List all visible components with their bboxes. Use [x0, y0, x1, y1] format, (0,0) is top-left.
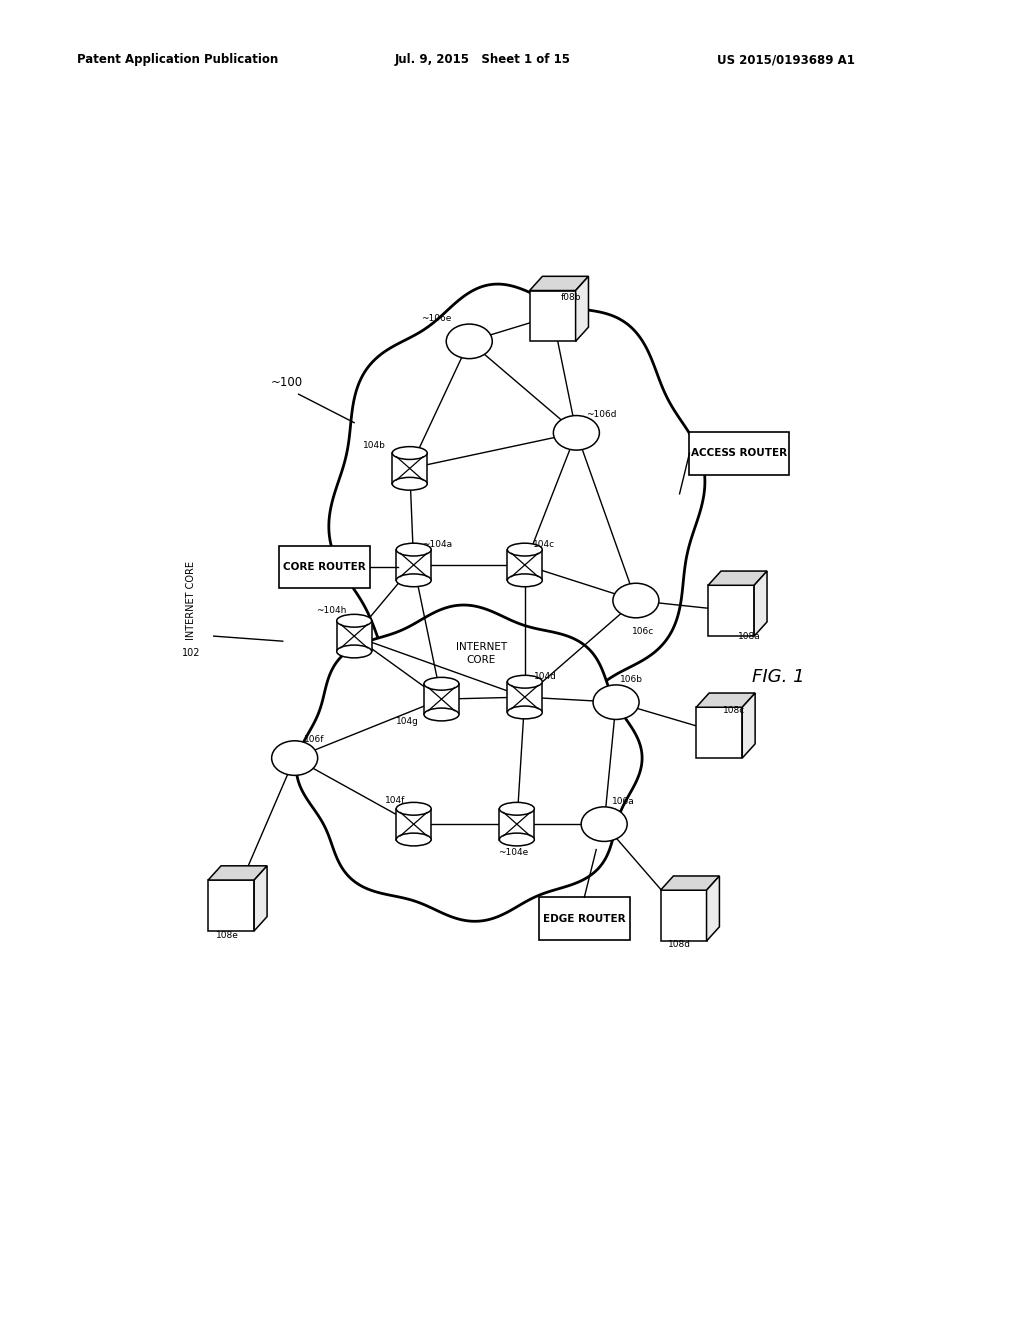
- Polygon shape: [575, 276, 589, 342]
- FancyBboxPatch shape: [507, 549, 543, 581]
- Text: 102: 102: [182, 648, 201, 659]
- Text: 104f: 104f: [385, 796, 406, 805]
- Polygon shape: [696, 693, 755, 708]
- Ellipse shape: [396, 574, 431, 586]
- Polygon shape: [660, 876, 720, 890]
- Ellipse shape: [392, 446, 427, 459]
- Ellipse shape: [613, 583, 658, 618]
- Text: ~100: ~100: [270, 375, 303, 388]
- Text: INTERNET
CORE: INTERNET CORE: [456, 642, 507, 665]
- Ellipse shape: [396, 544, 431, 556]
- FancyBboxPatch shape: [696, 708, 742, 758]
- FancyBboxPatch shape: [396, 549, 431, 581]
- Text: 104c: 104c: [532, 540, 555, 549]
- FancyBboxPatch shape: [392, 453, 427, 483]
- Text: 108a: 108a: [737, 631, 760, 640]
- FancyBboxPatch shape: [500, 809, 535, 840]
- FancyBboxPatch shape: [507, 681, 543, 713]
- Text: 108c: 108c: [723, 706, 745, 715]
- Polygon shape: [208, 866, 267, 880]
- Text: 106f: 106f: [304, 735, 325, 744]
- Ellipse shape: [424, 708, 459, 721]
- FancyBboxPatch shape: [208, 880, 254, 931]
- Text: US 2015/0193689 A1: US 2015/0193689 A1: [717, 53, 855, 66]
- Text: Patent Application Publication: Patent Application Publication: [77, 53, 279, 66]
- Text: Jul. 9, 2015   Sheet 1 of 15: Jul. 9, 2015 Sheet 1 of 15: [394, 53, 570, 66]
- Ellipse shape: [553, 416, 599, 450]
- Ellipse shape: [396, 803, 431, 816]
- Ellipse shape: [337, 614, 372, 627]
- Ellipse shape: [446, 325, 493, 359]
- FancyBboxPatch shape: [660, 890, 707, 941]
- Text: 106b: 106b: [620, 676, 643, 684]
- Text: 108e: 108e: [216, 932, 239, 940]
- Ellipse shape: [396, 833, 431, 846]
- FancyBboxPatch shape: [539, 898, 630, 940]
- Text: EDGE ROUTER: EDGE ROUTER: [543, 913, 626, 924]
- FancyBboxPatch shape: [529, 290, 575, 342]
- Ellipse shape: [392, 478, 427, 490]
- Ellipse shape: [507, 676, 543, 688]
- Text: ~104h: ~104h: [315, 606, 346, 615]
- Polygon shape: [329, 284, 705, 723]
- Ellipse shape: [593, 685, 639, 719]
- Ellipse shape: [507, 706, 543, 719]
- Text: INTERNET CORE: INTERNET CORE: [186, 561, 197, 640]
- Text: 106c: 106c: [632, 627, 654, 635]
- Polygon shape: [529, 276, 589, 290]
- Text: 108d: 108d: [668, 940, 691, 949]
- Text: ACCESS ROUTER: ACCESS ROUTER: [691, 449, 787, 458]
- Text: 106a: 106a: [612, 797, 635, 807]
- Text: 104g: 104g: [396, 717, 419, 726]
- Polygon shape: [754, 572, 767, 636]
- Polygon shape: [707, 876, 720, 941]
- Polygon shape: [254, 866, 267, 931]
- Polygon shape: [709, 572, 767, 585]
- FancyBboxPatch shape: [689, 432, 788, 474]
- Text: ~104e: ~104e: [498, 849, 528, 857]
- Text: ~104a: ~104a: [422, 540, 452, 549]
- Ellipse shape: [500, 803, 535, 816]
- FancyBboxPatch shape: [709, 585, 754, 636]
- Ellipse shape: [500, 833, 535, 846]
- Ellipse shape: [271, 741, 317, 775]
- Ellipse shape: [337, 645, 372, 657]
- FancyBboxPatch shape: [337, 620, 372, 652]
- Text: 104b: 104b: [364, 441, 386, 450]
- Text: ~106d: ~106d: [586, 411, 616, 418]
- FancyBboxPatch shape: [280, 545, 371, 589]
- Text: 104d: 104d: [535, 672, 557, 681]
- Text: f08b: f08b: [560, 293, 581, 302]
- Ellipse shape: [507, 574, 543, 586]
- Ellipse shape: [424, 677, 459, 690]
- Ellipse shape: [582, 807, 627, 841]
- Polygon shape: [742, 693, 755, 758]
- Text: CORE ROUTER: CORE ROUTER: [284, 562, 367, 572]
- FancyBboxPatch shape: [424, 684, 459, 714]
- Text: FIG. 1: FIG. 1: [753, 668, 805, 686]
- Text: ~106e: ~106e: [422, 314, 452, 323]
- Ellipse shape: [507, 544, 543, 556]
- Polygon shape: [296, 605, 642, 921]
- FancyBboxPatch shape: [396, 809, 431, 840]
